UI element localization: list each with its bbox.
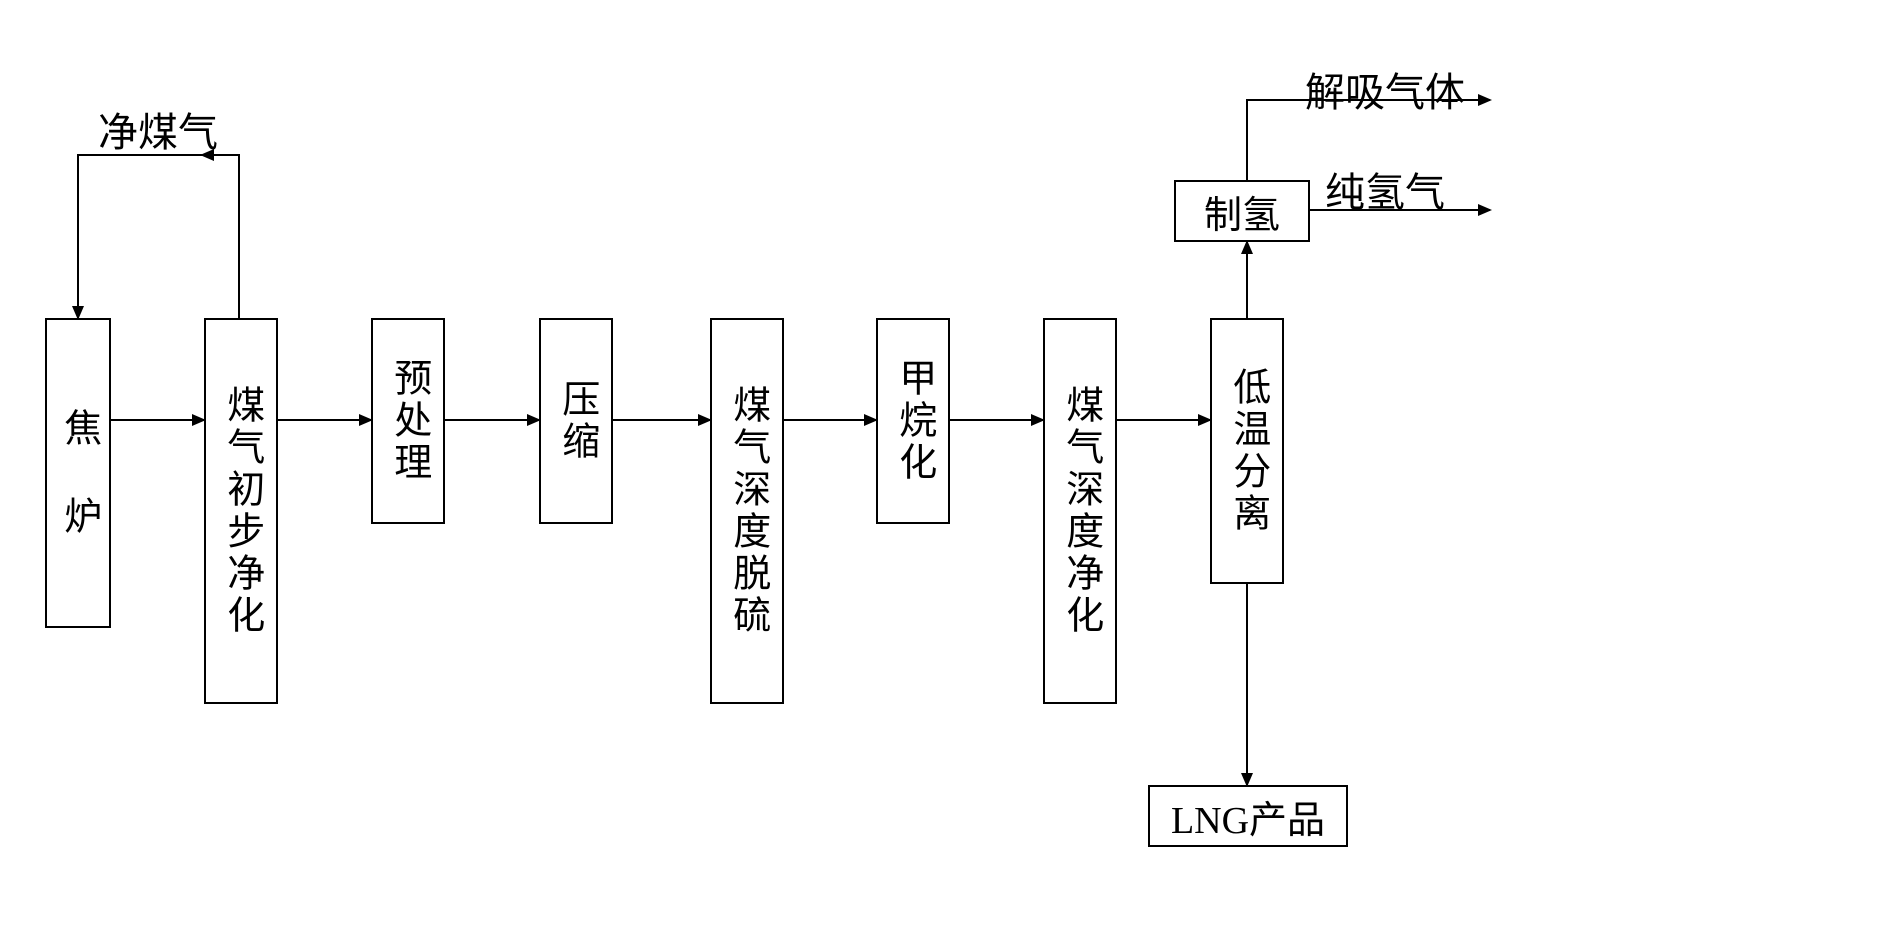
label-pure-hydrogen: 纯氢气 <box>1325 160 1445 218</box>
label-desorption-gas: 解吸气体 <box>1305 60 1465 118</box>
node-cryogenic-separation: 低温分离 <box>1210 318 1284 584</box>
node-label: 预处理 <box>385 358 431 484</box>
node-methanation: 甲烷化 <box>876 318 950 524</box>
node-label: 制氢 <box>1204 184 1280 239</box>
node-gas-deep-desulfurization: 煤气深度脱硫 <box>710 318 784 704</box>
node-coke-oven: 焦 炉 <box>45 318 111 628</box>
node-label: 低温分离 <box>1224 367 1270 535</box>
node-gas-preliminary-purification: 煤气初步净化 <box>204 318 278 704</box>
node-label: 煤气深度脱硫 <box>724 385 770 637</box>
node-label: 焦 炉 <box>55 408 101 538</box>
node-gas-deep-purification: 煤气深度净化 <box>1043 318 1117 704</box>
node-compression: 压缩 <box>539 318 613 524</box>
node-label: 甲烷化 <box>890 358 936 484</box>
node-label: 煤气深度净化 <box>1057 385 1103 637</box>
node-label: 煤气初步净化 <box>218 385 264 637</box>
node-pretreatment: 预处理 <box>371 318 445 524</box>
node-label: LNG产品 <box>1171 789 1325 844</box>
node-hydrogen-production: 制氢 <box>1174 180 1310 242</box>
node-label: 压缩 <box>553 379 599 463</box>
label-clean-gas: 净煤气 <box>98 100 218 158</box>
node-lng-product: LNG产品 <box>1148 785 1348 847</box>
